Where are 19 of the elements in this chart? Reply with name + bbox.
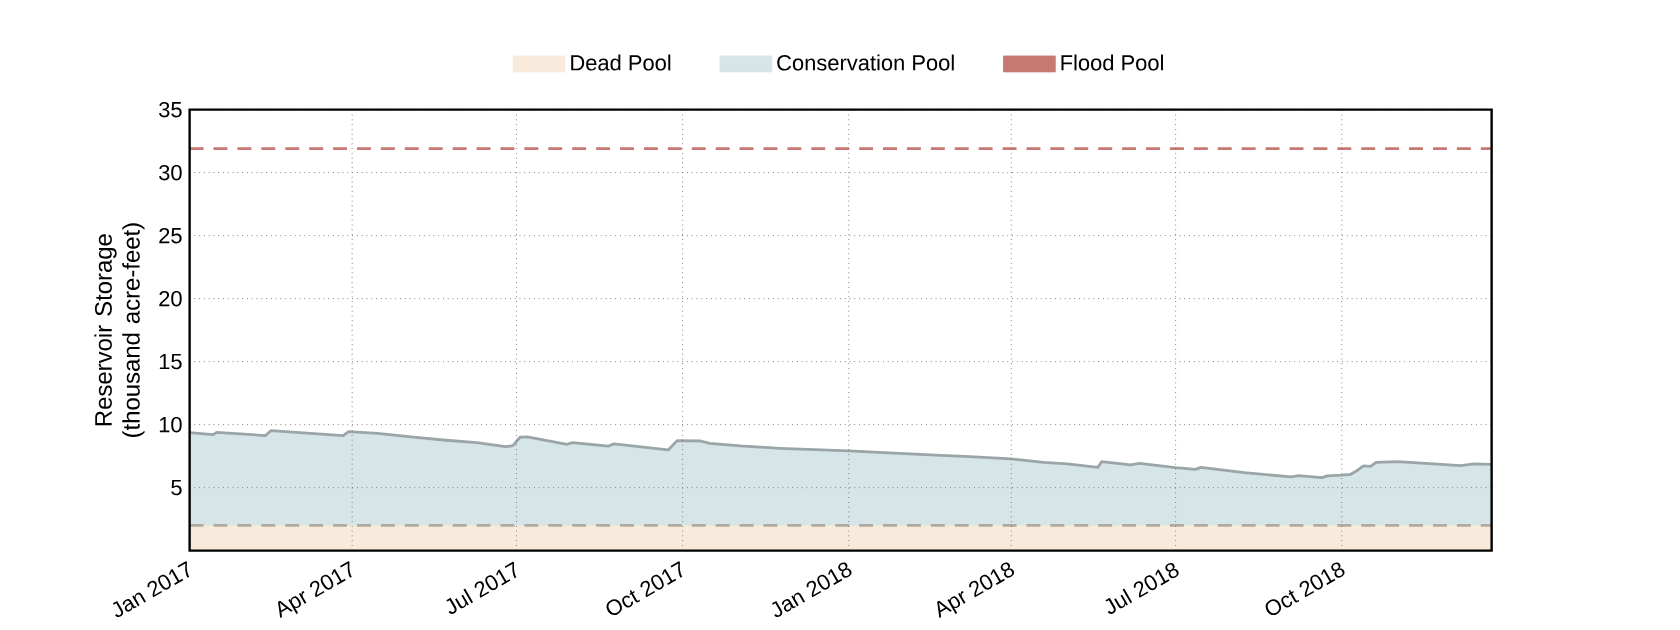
x-tick-label: Apr 2017 [278, 561, 352, 618]
legend-label: Conservation Pool [777, 54, 954, 71]
x-tick-label: Oct 2017 [606, 561, 683, 616]
x-tick-label: Jan 2018 [772, 562, 852, 618]
y-axis-title: Reservoir Storage (thousand acre-feet) [94, 223, 145, 437]
y-tick-label: 10 [159, 416, 182, 433]
x-tick-label: Jul 2018 [1105, 562, 1179, 614]
x-tick-label: Jul 2017 [446, 561, 517, 614]
y-tick-label: 20 [159, 290, 182, 307]
y-tick-label: 5 [171, 479, 182, 496]
x-tick-label: Jan 2017 [112, 561, 190, 618]
legend-label: Dead Pool [571, 54, 671, 71]
x-tick-label: Apr 2018 [937, 562, 1015, 618]
legend-label: Flood Pool [1061, 54, 1163, 71]
y-tick-label: 15 [159, 353, 182, 370]
x-tick-label: Oct 2018 [1265, 562, 1345, 616]
y-tick-label: 25 [159, 227, 182, 244]
y-tick-label: 35 [159, 101, 182, 118]
y-tick-label: 30 [159, 164, 182, 181]
